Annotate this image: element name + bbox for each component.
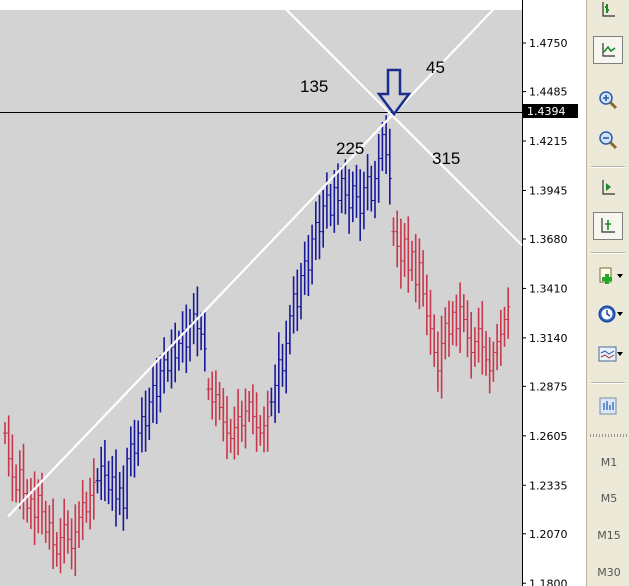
y-axis-tick-label: 1.2875 bbox=[529, 380, 568, 393]
chart-toolbar: M1 M5 M15 M30 bbox=[586, 0, 629, 586]
y-axis-tick-label: 1.4750 bbox=[529, 37, 568, 50]
y-axis-tick-label: 1.2605 bbox=[529, 430, 568, 443]
timeframe-m30[interactable]: M30 bbox=[597, 565, 621, 579]
timeframe-m5[interactable]: M5 bbox=[600, 491, 618, 505]
chart-shift-icon[interactable] bbox=[593, 174, 623, 202]
bar-chart-icon[interactable] bbox=[593, 0, 623, 22]
zoom-in-icon[interactable] bbox=[593, 86, 623, 114]
angle-label-135: 135 bbox=[300, 77, 328, 96]
angle-label-225: 225 bbox=[336, 139, 364, 158]
y-axis-tick-label: 1.3680 bbox=[529, 233, 568, 246]
y-axis-tick-label: 1.4215 bbox=[529, 135, 568, 148]
timeframe-m15[interactable]: M15 bbox=[597, 528, 621, 542]
y-axis-tick-label: 1.4485 bbox=[529, 86, 568, 99]
price-chart[interactable]: 1.4750 1.4485 1.4215 1.3945 1.3680 1.3410 1.31… bbox=[0, 0, 586, 586]
indicators-icon[interactable] bbox=[593, 262, 623, 290]
templates-icon[interactable] bbox=[593, 340, 623, 368]
y-axis-tick-label: 1.3410 bbox=[529, 282, 568, 295]
y-axis-tick-label: 1.3945 bbox=[529, 184, 568, 197]
line-chart-icon[interactable] bbox=[593, 36, 623, 64]
current-price-label: 1.4394 bbox=[527, 105, 566, 118]
expert-advisor-icon[interactable] bbox=[593, 392, 623, 420]
y-axis-tick-label: 1.2335 bbox=[529, 479, 568, 492]
chart-plot-area[interactable] bbox=[0, 10, 522, 586]
y-axis-tick-label: 1.1800 bbox=[529, 577, 568, 586]
gann-line-315 bbox=[275, 0, 523, 247]
angle-label-45: 45 bbox=[426, 58, 445, 77]
down-arrow-icon bbox=[376, 68, 412, 117]
gann-line-45 bbox=[7, 0, 504, 518]
zoom-out-icon[interactable] bbox=[593, 126, 623, 154]
angle-label-315: 315 bbox=[432, 149, 460, 168]
timeframe-m1[interactable]: M1 bbox=[600, 455, 618, 469]
autoscroll-icon[interactable] bbox=[593, 212, 623, 240]
y-axis-tick-label: 1.3140 bbox=[529, 332, 568, 345]
y-axis-tick-label: 1.2070 bbox=[529, 528, 568, 541]
periodicity-icon[interactable] bbox=[593, 300, 623, 328]
current-price-tag bbox=[523, 104, 578, 118]
